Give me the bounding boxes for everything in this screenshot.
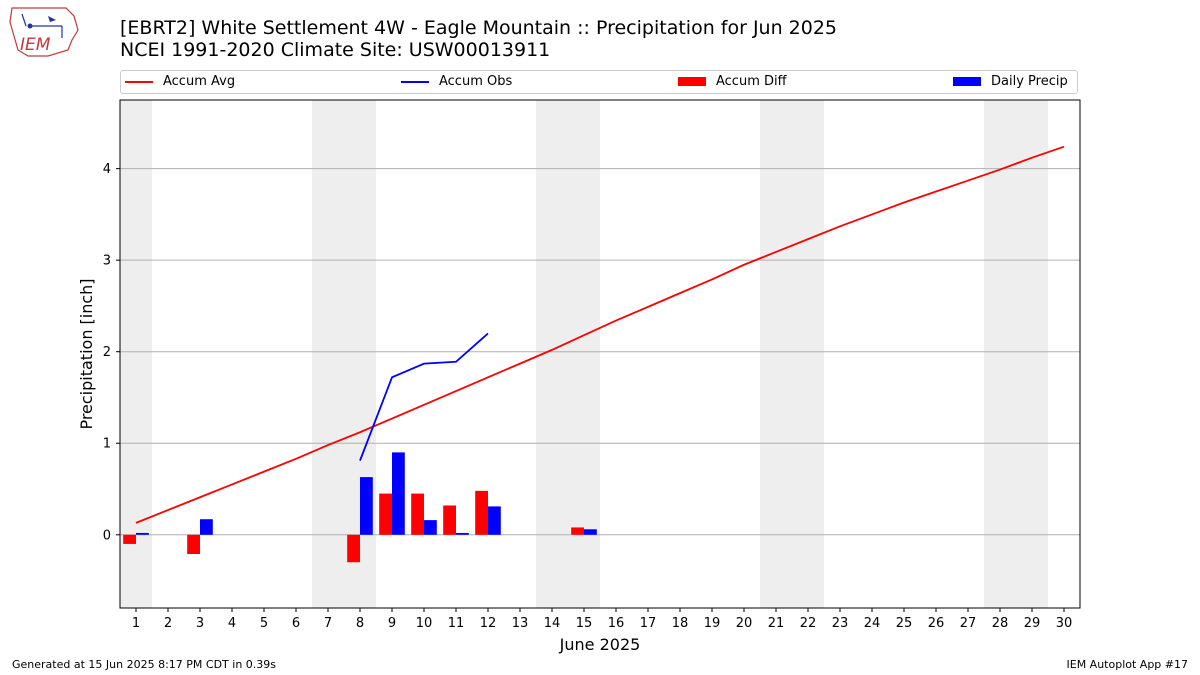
x-tick-label-10: 10 — [416, 616, 433, 631]
legend-item-accum-diff: Accum Diff — [678, 74, 787, 89]
footer-generated: Generated at 15 Jun 2025 8:17 PM CDT in … — [12, 658, 277, 671]
x-tick-label-27: 27 — [960, 616, 977, 631]
y-tick-label-1: 1 — [103, 437, 111, 452]
x-tick-label-24: 24 — [864, 616, 881, 631]
daily-precip-bar-day-12 — [488, 506, 501, 535]
y-axis-label: Precipitation [inch] — [77, 278, 96, 429]
y-tick-label-3: 3 — [103, 254, 111, 269]
accum-diff-bar-day-8 — [347, 534, 360, 563]
x-tick-label-25: 25 — [896, 616, 913, 631]
line-series — [135, 145, 1065, 524]
accum-diff-bar-day-12 — [475, 490, 488, 535]
accum-diff-bar-day-9 — [379, 493, 392, 535]
x-tick-label-3: 3 — [196, 616, 204, 631]
plot-frame — [119, 99, 1081, 609]
y-tick-label-0: 0 — [103, 528, 111, 543]
accum-diff-bar-day-1 — [123, 534, 136, 544]
legend-swatch-accum-avg — [125, 80, 153, 83]
y-gridlines — [120, 168, 1080, 536]
footer-app-id: IEM Autoplot App #17 — [1066, 658, 1189, 671]
x-tick-label-28: 28 — [992, 616, 1009, 631]
daily-precip-bar-day-1 — [136, 532, 149, 535]
x-tick-label-15: 15 — [576, 616, 593, 631]
weekend-shade-day-7 — [312, 100, 344, 608]
weekend-shade-day-21 — [760, 100, 792, 608]
x-tick-label-30: 30 — [1056, 616, 1073, 631]
legend-swatch-accum-diff — [678, 77, 706, 86]
x-tick-label-8: 8 — [356, 616, 364, 631]
legend-swatch-daily-precip — [953, 77, 981, 86]
precip-chart: 1 2 3 4 5 6 7 8 9 10 11 12 13 14 15 16 17 18 19 20 21 22 23 24 2… — [77, 99, 1081, 654]
x-tick-label-9: 9 — [388, 616, 396, 631]
accum-diff-bar-day-10 — [411, 493, 424, 535]
chart-subtitle: NCEI 1991-2020 Climate Site: USW00013911 — [120, 39, 551, 61]
chart-legend: Accum Avg Accum Obs Accum Diff Daily Pre… — [120, 70, 1078, 94]
accum-diff-bar-day-11 — [443, 505, 456, 535]
chart-title: [EBRT2] White Settlement 4W - Eagle Moun… — [120, 17, 838, 39]
axes: 1 2 3 4 5 6 7 8 9 10 11 12 13 14 15 16 17 18 19 20 21 22 23 24 2… — [103, 162, 1073, 631]
x-tick-label-23: 23 — [832, 616, 849, 631]
legend-label-accum-avg: Accum Avg — [163, 74, 236, 89]
legend-label-accum-obs: Accum Obs — [439, 74, 513, 89]
y-tick-label-2: 2 — [103, 345, 111, 360]
x-tick-label-20: 20 — [736, 616, 753, 631]
x-tick-label-11: 11 — [448, 616, 465, 631]
legend-swatch-accum-obs — [401, 80, 429, 83]
daily-precip-bar-day-8 — [360, 477, 373, 535]
x-tick-label-17: 17 — [640, 616, 657, 631]
weekend-shade-day-15 — [568, 100, 600, 608]
x-tick-label-5: 5 — [260, 616, 268, 631]
daily-precip-bar-day-11 — [456, 532, 469, 535]
weekend-shade-day-28 — [984, 100, 1016, 608]
x-tick-label-4: 4 — [228, 616, 236, 631]
x-tick-label-14: 14 — [544, 616, 561, 631]
accum-obs-line — [359, 332, 489, 461]
x-tick-label-13: 13 — [512, 616, 529, 631]
bar-series — [123, 452, 597, 563]
x-tick-label-21: 21 — [768, 616, 785, 631]
weekend-shade-day-29 — [1016, 100, 1048, 608]
x-tick-label-2: 2 — [164, 616, 172, 631]
x-tick-label-26: 26 — [928, 616, 945, 631]
x-tick-label-16: 16 — [608, 616, 625, 631]
legend-item-accum-avg: Accum Avg — [125, 74, 235, 89]
weekend-shade-day-1 — [120, 100, 152, 608]
x-tick-label-1: 1 — [132, 616, 140, 631]
x-axis-label: June 2025 — [559, 635, 641, 654]
accum-avg-line — [135, 145, 1065, 524]
y-tick-label-4: 4 — [103, 162, 111, 177]
daily-precip-bar-day-10 — [424, 520, 437, 535]
logo-text: IEM — [20, 35, 51, 55]
legend-item-accum-obs: Accum Obs — [401, 74, 512, 89]
x-tick-label-29: 29 — [1024, 616, 1041, 631]
x-tick-label-22: 22 — [800, 616, 817, 631]
weekend-shade-day-22 — [792, 100, 824, 608]
legend-label-accum-diff: Accum Diff — [716, 74, 787, 89]
accum-diff-bar-day-15 — [571, 527, 584, 535]
iem-logo: IEM — [8, 6, 82, 64]
accum-diff-bar-day-3 — [187, 534, 200, 554]
daily-precip-bar-day-15 — [584, 529, 597, 535]
legend-item-daily-precip: Daily Precip — [953, 74, 1068, 89]
x-tick-label-7: 7 — [324, 616, 332, 631]
x-tick-label-19: 19 — [704, 616, 721, 631]
daily-precip-bar-day-3 — [200, 519, 213, 535]
legend-label-daily-precip: Daily Precip — [991, 74, 1068, 89]
x-tick-label-6: 6 — [292, 616, 300, 631]
daily-precip-bar-day-9 — [392, 452, 405, 535]
x-tick-label-18: 18 — [672, 616, 689, 631]
x-tick-label-12: 12 — [480, 616, 497, 631]
weekend-shading — [120, 100, 1048, 608]
